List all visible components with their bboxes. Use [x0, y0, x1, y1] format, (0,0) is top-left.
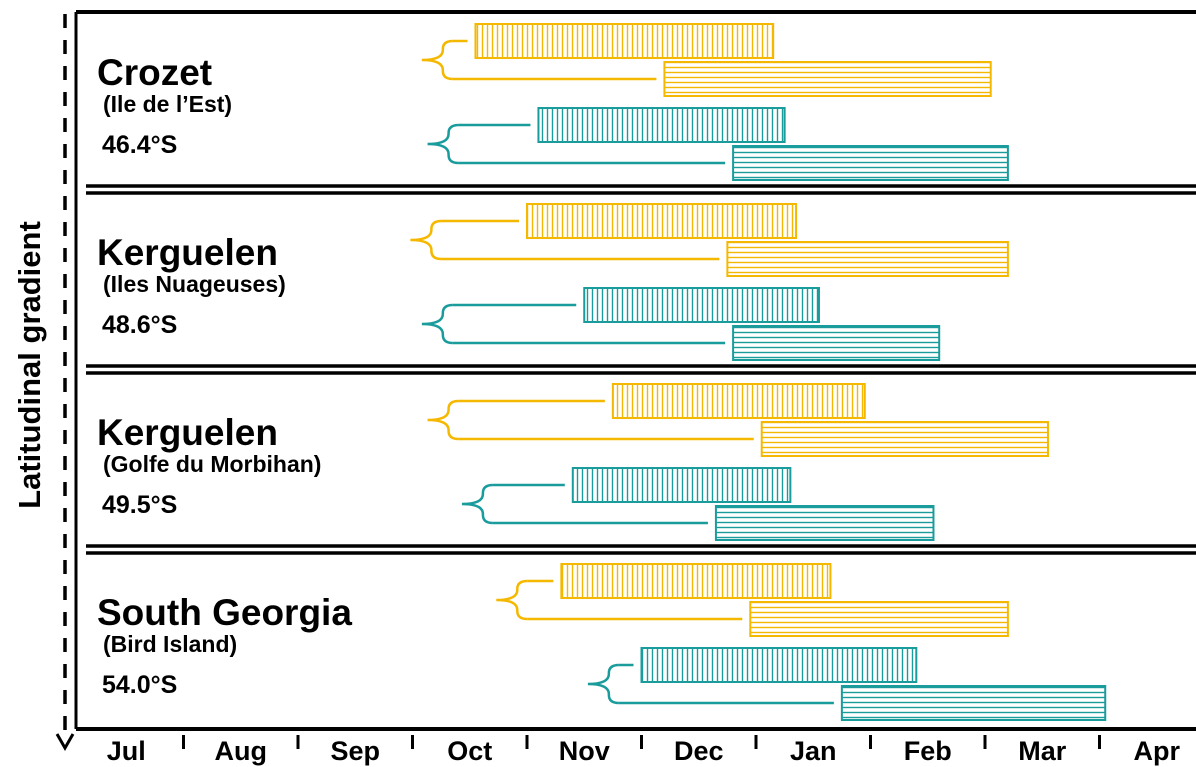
x-tick-label-aug: Aug: [215, 736, 267, 766]
y-axis-arrow-head: [55, 733, 75, 752]
teal-horizontal-bar: [714, 505, 935, 541]
teal-bracket: [427, 123, 459, 165]
x-axis-tick-labels: Jul Aug Sep Oct Nov Dec Jan Feb Mar Apr: [107, 736, 1181, 766]
yellow-bracket: [427, 399, 459, 441]
x-tick-label-feb: Feb: [904, 736, 952, 766]
teal-vertical-bar: [583, 287, 820, 323]
site-subtitle: (Bird Island): [103, 631, 237, 657]
site-panel: Kerguelen(Iles Nuageuses) 48.6°S: [97, 203, 1009, 361]
site-latitude: 49.5°S: [102, 491, 177, 519]
site-name: Crozet: [97, 52, 212, 93]
teal-bracket: [587, 663, 619, 705]
yellow-vertical-bar: [474, 23, 775, 59]
site-subtitle: (Golfe du Morbihan): [103, 451, 321, 477]
panel-borders: [74, 10, 1196, 729]
teal-bracket: [461, 483, 493, 525]
site-subtitle: (Iles Nuageuses): [103, 271, 286, 297]
site-name: Kerguelen: [97, 412, 278, 453]
x-tick-label-mar: Mar: [1018, 736, 1067, 766]
site-panel: Crozet(Ile de l’Est) 46.4°S: [97, 23, 1009, 181]
x-tick-label-oct: Oct: [447, 736, 492, 766]
yellow-horizontal-bar: [749, 601, 1009, 637]
yellow-bracket: [496, 579, 528, 621]
site-panel: South Georgia(Bird Island) 54.0°S: [97, 563, 1107, 721]
teal-vertical-bar: [640, 647, 918, 683]
site-panels: Crozet(Ile de l’Est)46.4°SKerguelen(Iles…: [97, 23, 1107, 721]
x-tick-label-jul: Jul: [107, 736, 146, 766]
x-tick-label-nov: Nov: [559, 736, 610, 766]
teal-horizontal-bar: [732, 145, 1009, 181]
site-latitude: 54.0°S: [102, 671, 177, 699]
site-subtitle: (Ile de l’Est): [103, 91, 232, 117]
teal-bracket: [421, 303, 453, 345]
yellow-horizontal-bar: [663, 61, 992, 97]
x-tick-label-sep: Sep: [330, 736, 380, 766]
teal-vertical-bar: [537, 107, 786, 143]
x-tick-label-apr: Apr: [1134, 736, 1181, 766]
teal-horizontal-bar: [732, 325, 941, 361]
yellow-vertical-bar: [560, 563, 832, 599]
yellow-vertical-bar: [526, 203, 798, 239]
x-tick-label-jan: Jan: [790, 736, 837, 766]
x-tick-label-dec: Dec: [674, 736, 724, 766]
x-axis-ticks: [182, 735, 1101, 749]
site-name: South Georgia: [97, 592, 352, 633]
site-latitude: 48.6°S: [102, 311, 177, 339]
yellow-bracket: [410, 219, 442, 261]
yellow-bracket: [421, 39, 453, 81]
site-panel: Kerguelen(Golfe du Morbihan) 49.5°S: [97, 383, 1049, 541]
site-name: Kerguelen: [97, 232, 278, 273]
yellow-vertical-bar: [611, 383, 866, 419]
yellow-horizontal-bar: [760, 421, 1049, 457]
yellow-horizontal-bar: [726, 241, 1009, 277]
y-axis-title: Latitudinal gradient: [12, 221, 47, 509]
site-latitude: 46.4°S: [102, 131, 177, 159]
teal-vertical-bar: [571, 467, 792, 503]
teal-horizontal-bar: [840, 685, 1107, 721]
